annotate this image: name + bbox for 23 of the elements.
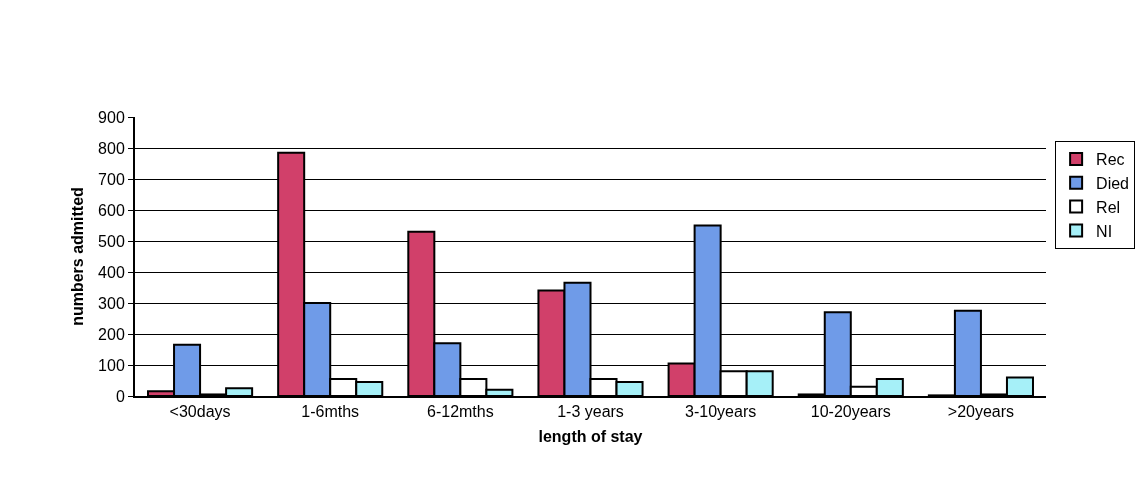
x-tick-label: 1-3 years <box>557 403 624 421</box>
legend-label: Died <box>1096 175 1130 193</box>
x-tick-label: >20years <box>947 403 1015 421</box>
y-tick-label: 400 <box>98 263 125 281</box>
x-tick-label: <30days <box>169 403 231 421</box>
legend-label: NI <box>1096 222 1113 240</box>
y-tick-label: 800 <box>98 139 125 157</box>
y-tick-label: 900 <box>98 108 125 126</box>
y-tick-label: 300 <box>98 294 125 312</box>
x-tick-label: 1-6mths <box>301 403 360 421</box>
y-axis-title: numbers admitted <box>69 187 87 326</box>
y-tick-label: 700 <box>98 170 125 188</box>
x-tick-label: 6-12mths <box>427 403 494 421</box>
y-tick-label: 600 <box>98 201 125 219</box>
x-tick-label: 3-10years <box>685 403 757 421</box>
y-tick-label: 100 <box>98 356 125 374</box>
x-tick-label: 10-20years <box>810 403 891 421</box>
y-tick-label: 500 <box>98 232 125 250</box>
legend-label: Rel <box>1096 198 1121 216</box>
y-tick-label: 200 <box>98 325 125 343</box>
x-axis-title: length of stay <box>538 428 643 446</box>
legend-label: Rec <box>1096 151 1125 169</box>
y-tick-label: 0 <box>115 387 125 405</box>
